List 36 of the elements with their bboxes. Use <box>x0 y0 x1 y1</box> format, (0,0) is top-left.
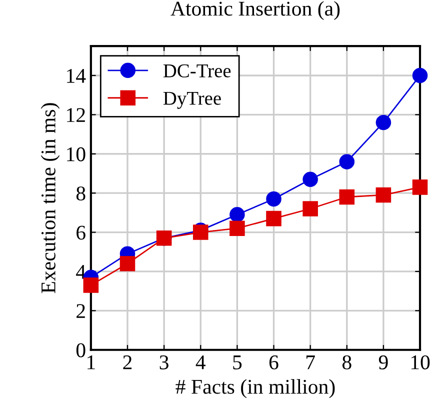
point <box>376 114 392 130</box>
point <box>339 189 355 205</box>
point <box>376 187 392 203</box>
point <box>120 256 136 272</box>
point <box>302 172 318 187</box>
y-tick-label: 6 <box>76 226 86 240</box>
point <box>412 68 428 84</box>
x-tick-label: 7 <box>306 356 315 370</box>
x-axis-title: # Facts (in million) <box>176 379 335 398</box>
chart-title: Atomic Insertion (a) <box>170 1 340 20</box>
y-axis-title: Execution time (in ms) <box>40 103 60 294</box>
x-tick-label: 3 <box>160 355 168 370</box>
point <box>230 206 245 222</box>
x-tick-label: 1 <box>88 355 95 370</box>
y-tick-label: 14 <box>67 68 86 83</box>
x-tick-label: 10 <box>411 355 430 370</box>
point <box>266 191 282 207</box>
point <box>230 220 245 236</box>
y-tick-label: 2 <box>76 304 85 318</box>
y-tick-label: 8 <box>76 186 86 201</box>
x-tick-label: 5 <box>233 356 242 370</box>
point <box>83 278 99 293</box>
point <box>412 180 428 195</box>
point <box>302 201 318 216</box>
x-tick-label: 2 <box>123 355 132 370</box>
y-tick-label: 10 <box>67 147 86 162</box>
legend-label: DC-Tree <box>163 64 231 78</box>
x-tick-label: 9 <box>378 355 388 370</box>
x-tick-label: 6 <box>269 355 278 370</box>
x-tick-label: 8 <box>342 355 352 370</box>
point <box>339 154 355 170</box>
point <box>266 210 282 226</box>
legend-label: DyTree <box>163 92 221 109</box>
x-tick-label: 4 <box>196 355 206 370</box>
y-tick-label: 0 <box>76 343 86 358</box>
y-tick-label: 12 <box>67 108 85 122</box>
